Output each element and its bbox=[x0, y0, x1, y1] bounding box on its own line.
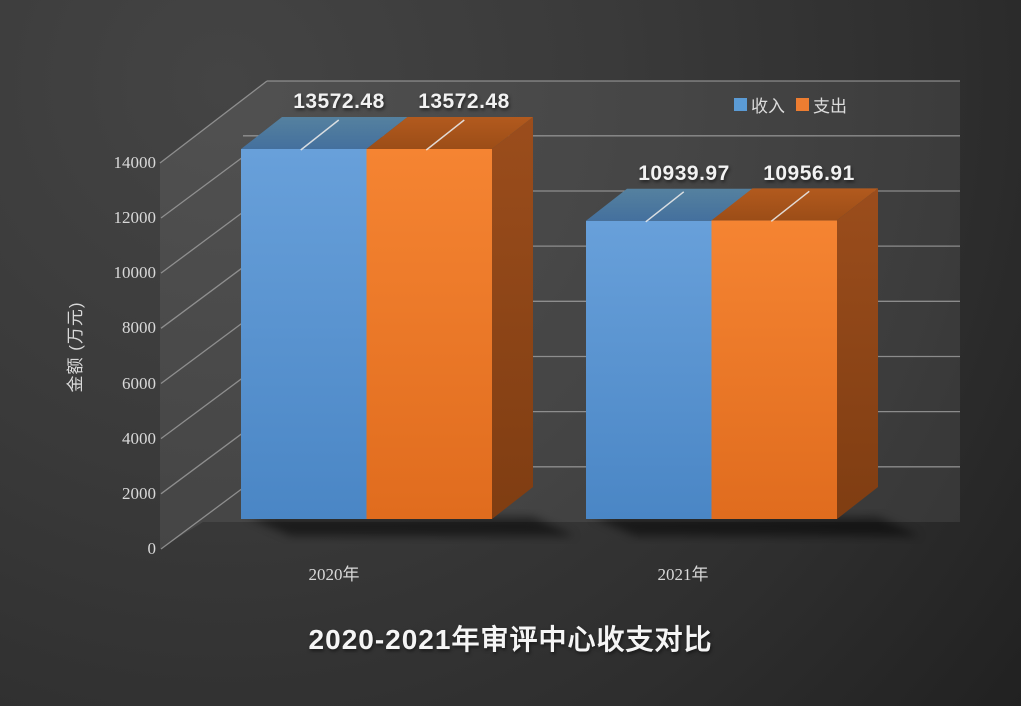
y-axis-tick-label: 14000 bbox=[113, 153, 157, 172]
y-axis-tick-label: 12000 bbox=[113, 208, 157, 227]
legend-marker-income-icon bbox=[734, 98, 747, 111]
data-label-expense-2021: 10956.91 bbox=[763, 162, 855, 185]
bar-expense-2021 bbox=[711, 188, 878, 519]
legend: 收入 支出 bbox=[734, 92, 847, 117]
y-axis-tick-label: 2000 bbox=[122, 484, 156, 503]
legend-marker-expense-icon bbox=[796, 98, 809, 111]
y-axis-tick-label: 4000 bbox=[122, 429, 156, 448]
chart-title: 2020-2021年审评中心收支对比 bbox=[308, 624, 713, 655]
legend-item-income: 收入 bbox=[734, 92, 785, 117]
data-label-income-2021: 10939.97 bbox=[638, 162, 730, 185]
legend-item-expense: 支出 bbox=[796, 92, 847, 117]
bar-income-2021 bbox=[586, 188, 753, 519]
data-label-leader bbox=[300, 119, 340, 151]
y-axis-tick-label: 6000 bbox=[122, 374, 156, 393]
y-axis-tick-label: 8000 bbox=[122, 318, 156, 337]
legend-label-income: 收入 bbox=[751, 97, 785, 116]
y-axis-title: 金额 (万元) bbox=[66, 301, 85, 393]
y-axis-tick-label: 0 bbox=[147, 539, 157, 558]
data-label-income-2020: 13572.48 bbox=[293, 90, 385, 113]
legend-label-expense: 支出 bbox=[813, 97, 847, 116]
data-label-leader bbox=[770, 190, 810, 222]
bar-income-2020 bbox=[241, 117, 408, 519]
bar-shadow bbox=[247, 517, 575, 536]
x-axis-label-2021: 2021年 bbox=[657, 565, 709, 584]
x-axis-label-2020: 2020年 bbox=[308, 565, 360, 584]
bar-expense-2020 bbox=[366, 117, 533, 520]
y-axis-tick-label: 10000 bbox=[113, 263, 157, 282]
data-label-expense-2020: 13572.48 bbox=[418, 90, 510, 113]
bar-shadow bbox=[592, 517, 920, 536]
data-label-leader bbox=[645, 191, 685, 223]
data-label-leader bbox=[425, 119, 465, 151]
